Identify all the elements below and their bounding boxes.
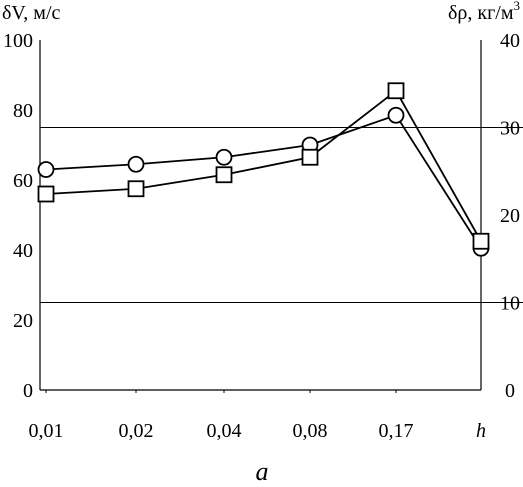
left-axis-unit: , м/с (23, 2, 60, 24)
left-tick-label: 40 (13, 240, 33, 262)
series-line-square (45, 89, 482, 242)
circle-point (37, 161, 55, 178)
circle-point (215, 148, 233, 166)
series-circle (37, 106, 490, 257)
x-axis-tick-labels: 0,01 0,02 0,04 0,08 0,17 (29, 420, 414, 442)
right-axis-unit: , кг/м (467, 2, 513, 24)
left-axis-tick-labels: 0 20 40 60 80 100 (3, 30, 33, 402)
right-axis-title: δρ, кг/м3 (448, 0, 520, 24)
left-tick-label: 0 (23, 380, 33, 402)
square-point (127, 180, 145, 198)
x-tick-label: 0,08 (293, 420, 328, 442)
square-point (472, 232, 490, 250)
series-layer (37, 82, 490, 257)
left-tick-label: 80 (13, 100, 33, 122)
x-axis-label: h (476, 420, 486, 442)
square-point (215, 166, 233, 184)
right-tick-label: 10 (500, 293, 520, 315)
right-axis-symbol: δρ (448, 2, 467, 24)
square-point (37, 185, 55, 203)
right-tick-label: 30 (500, 118, 520, 140)
circle-point (127, 155, 145, 173)
left-tick-label: 100 (3, 30, 33, 52)
x-tick-label: 0,17 (379, 420, 414, 442)
square-point (387, 82, 405, 100)
plot-frame (39, 40, 482, 393)
series-line-circle (45, 114, 482, 249)
x-tick-label: 0,01 (29, 420, 64, 442)
left-tick-label: 60 (13, 170, 33, 192)
left-tick-label: 20 (13, 310, 33, 332)
circle-point (387, 106, 405, 124)
right-axis-tick-labels: 0 10 20 30 40 (500, 30, 520, 402)
right-tick-label: 0 (505, 380, 515, 402)
left-axis-symbol: δV (2, 2, 26, 24)
series-square (37, 82, 490, 250)
x-tick-label: 0,04 (207, 420, 242, 442)
left-axis-title: δV, м/с (2, 2, 61, 24)
panel-label: a (256, 457, 269, 486)
right-tick-label: 20 (500, 205, 520, 227)
x-tick-label: 0,02 (119, 420, 154, 442)
right-axis-unit-superscript: 3 (514, 0, 521, 13)
square-point (301, 148, 319, 166)
grid-lines (40, 127, 523, 303)
right-tick-label: 40 (500, 30, 520, 52)
